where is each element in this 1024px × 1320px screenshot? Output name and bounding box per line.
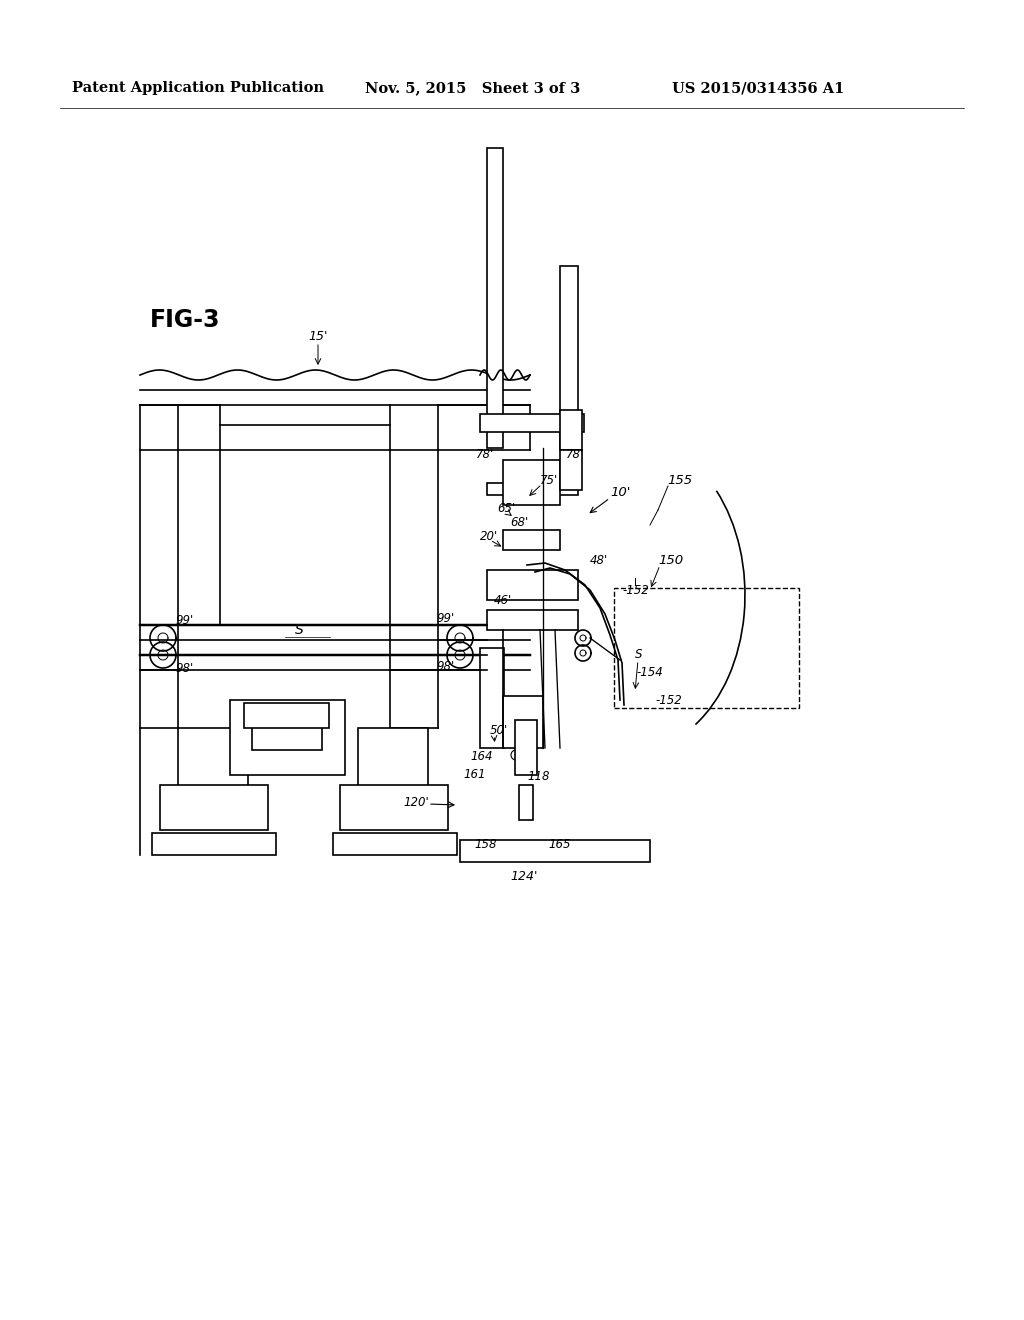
Text: 46': 46' bbox=[494, 594, 512, 606]
Text: 99': 99' bbox=[175, 614, 194, 627]
Bar bbox=[480, 648, 504, 748]
Text: 75': 75' bbox=[540, 474, 558, 487]
Bar bbox=[487, 483, 578, 495]
Text: S: S bbox=[295, 623, 304, 638]
Text: Patent Application Publication: Patent Application Publication bbox=[72, 81, 324, 95]
Bar bbox=[160, 785, 268, 830]
Bar bbox=[614, 587, 799, 708]
Text: 98': 98' bbox=[436, 660, 455, 673]
Text: US 2015/0314356 A1: US 2015/0314356 A1 bbox=[672, 81, 845, 95]
Bar bbox=[503, 459, 560, 506]
Text: 99': 99' bbox=[436, 611, 455, 624]
Text: 48': 48' bbox=[590, 553, 608, 566]
Bar bbox=[252, 722, 322, 750]
Bar bbox=[519, 785, 534, 820]
Bar bbox=[340, 785, 449, 830]
Bar bbox=[560, 411, 582, 450]
Bar bbox=[480, 414, 584, 432]
Text: 78': 78' bbox=[566, 447, 585, 461]
Text: -152: -152 bbox=[655, 693, 682, 706]
Bar bbox=[244, 704, 329, 729]
Bar bbox=[515, 719, 537, 775]
Text: -154: -154 bbox=[636, 665, 663, 678]
Bar bbox=[487, 610, 578, 630]
Bar bbox=[487, 148, 503, 447]
Text: 150: 150 bbox=[658, 553, 683, 566]
Text: 165: 165 bbox=[548, 838, 570, 851]
Bar bbox=[487, 570, 578, 601]
Bar bbox=[503, 696, 543, 748]
Text: Nov. 5, 2015   Sheet 3 of 3: Nov. 5, 2015 Sheet 3 of 3 bbox=[365, 81, 581, 95]
Bar bbox=[230, 700, 345, 775]
Bar bbox=[560, 267, 578, 447]
Text: 161: 161 bbox=[463, 768, 485, 781]
Text: 15': 15' bbox=[308, 330, 328, 343]
Bar bbox=[503, 531, 560, 550]
Text: 155: 155 bbox=[667, 474, 692, 487]
Text: 124': 124' bbox=[510, 870, 538, 883]
Text: 158: 158 bbox=[474, 838, 497, 851]
Bar bbox=[460, 840, 650, 862]
Text: 118: 118 bbox=[527, 771, 550, 784]
Text: 78': 78' bbox=[476, 447, 495, 461]
Bar bbox=[152, 833, 276, 855]
Bar bbox=[333, 833, 457, 855]
Text: 120': 120' bbox=[403, 796, 429, 809]
Text: 65': 65' bbox=[497, 502, 515, 515]
Text: 68': 68' bbox=[510, 516, 528, 529]
Text: -152: -152 bbox=[622, 583, 649, 597]
Bar bbox=[178, 729, 248, 800]
Text: 98': 98' bbox=[175, 661, 194, 675]
Text: 10': 10' bbox=[610, 486, 631, 499]
Text: 50': 50' bbox=[490, 723, 508, 737]
Bar bbox=[560, 450, 582, 490]
Text: 20': 20' bbox=[480, 531, 499, 544]
Text: S: S bbox=[635, 648, 642, 661]
Text: 164: 164 bbox=[470, 751, 493, 763]
Text: FIG-3: FIG-3 bbox=[150, 308, 220, 333]
Bar bbox=[358, 729, 428, 800]
